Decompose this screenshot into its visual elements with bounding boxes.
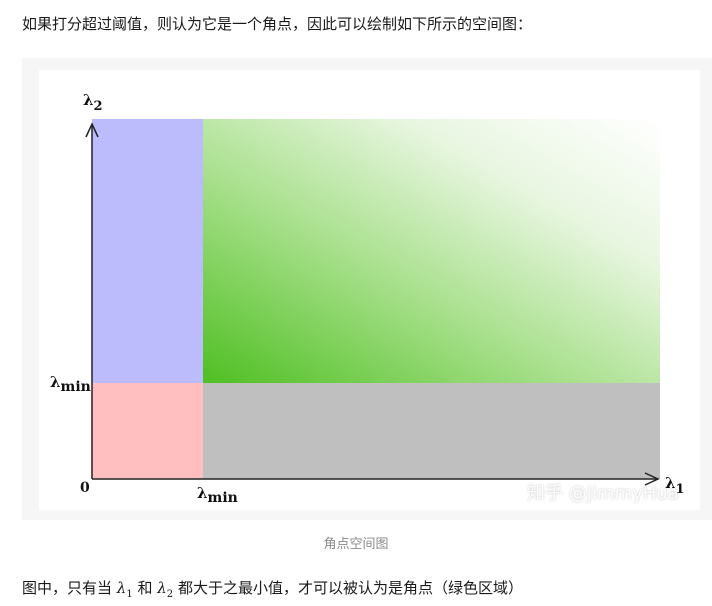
y-axis-label: λ2 — [83, 91, 103, 114]
conclusion-paragraph: 图中，只有当 λ1 和 λ2 都大于之最小值，才可以被认为是角点（绿色区域） — [22, 577, 523, 606]
conclusion-text-pre: 图中，只有当 — [22, 579, 113, 597]
region-lambda2-only — [92, 119, 203, 383]
x-axis-label: λ1 — [665, 474, 685, 497]
y-threshold-label: λmin — [50, 373, 91, 395]
math-lambda2: λ2 — [157, 579, 174, 600]
conclusion-text-and: 和 — [137, 579, 153, 597]
x-threshold-label: λmin — [197, 484, 238, 506]
region-corner — [203, 119, 660, 383]
intro-paragraph: 如果打分超过阈值，则认为它是一个角点，因此可以绘制如下所示的空间图： — [22, 15, 533, 33]
region-flat — [92, 383, 203, 479]
figure-caption: 角点空间图 — [323, 537, 389, 552]
math-lambda1: λ1 — [116, 579, 133, 600]
conclusion-text-post: 都大于之最小值，才可以被认为是角点（绿色区域） — [177, 579, 523, 597]
region-lambda1-only — [203, 383, 660, 479]
watermark: 知乎 @JimmyHua — [527, 483, 679, 504]
origin-label: 0 — [80, 480, 90, 496]
